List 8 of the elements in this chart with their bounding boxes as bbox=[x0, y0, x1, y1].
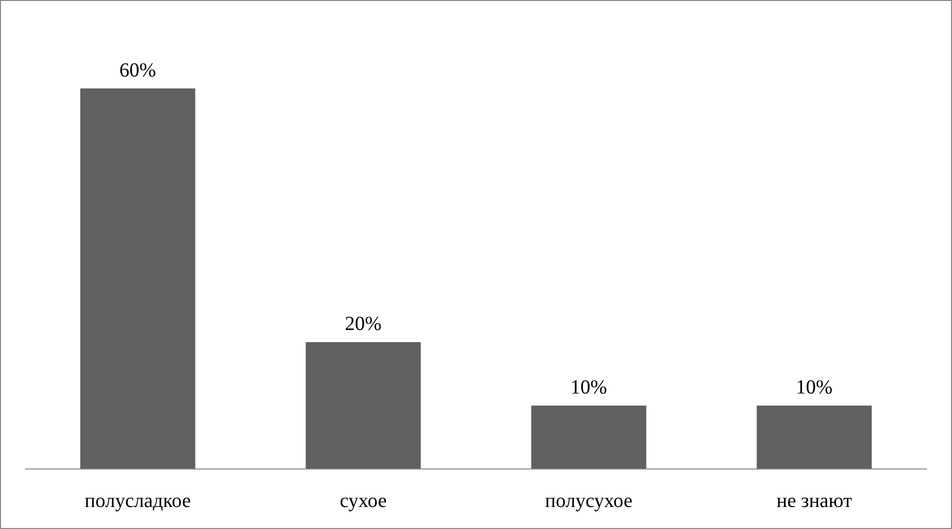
data-label: 10% bbox=[796, 376, 833, 399]
data-label: 20% bbox=[344, 313, 382, 336]
x-tick-label: полусухое bbox=[545, 490, 633, 512]
x-tick-label: полусладкое bbox=[84, 490, 191, 512]
data-label: 10% bbox=[570, 376, 608, 399]
x-tick-label: сухое bbox=[340, 490, 387, 512]
data-label: 60% bbox=[119, 59, 156, 82]
x-tick-label: не знают bbox=[776, 490, 852, 512]
